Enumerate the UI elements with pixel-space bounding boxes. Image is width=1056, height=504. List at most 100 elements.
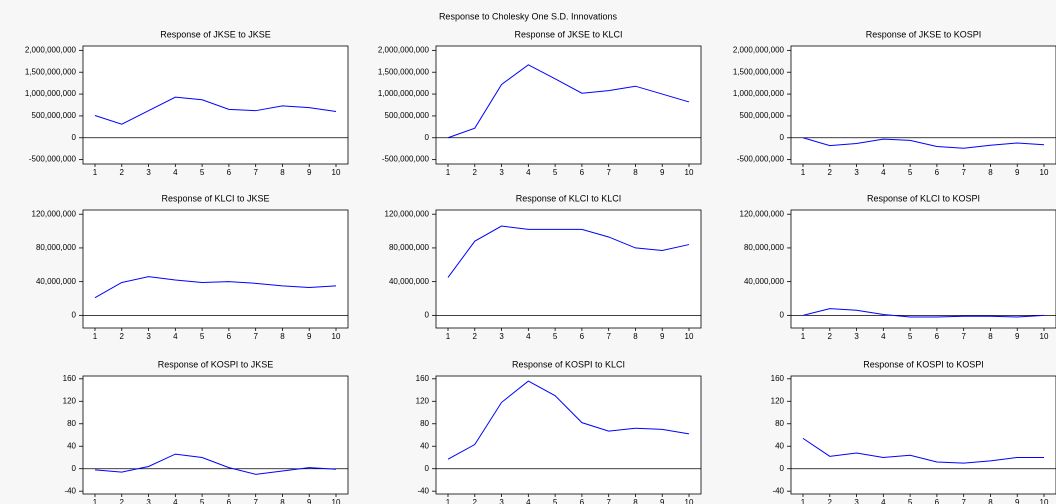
y-tick-label: -500,000,000 [29,155,77,164]
y-tick-label: 0 [425,464,430,473]
x-tick-label: 8 [633,498,638,504]
x-tick-label: 7 [606,498,611,504]
y-tick-label: 120,000,000 [385,209,430,218]
panel: Response of KLCI to KOSPI 0 40,000,000 80,0… [740,193,1056,341]
x-tick-label: 4 [881,332,886,341]
x-tick-label: 10 [1040,498,1049,504]
x-tick-label: 2 [473,168,478,177]
x-tick-label: 3 [854,332,859,341]
y-tick-label: 160 [416,374,430,383]
x-tick-label: 7 [961,332,966,341]
x-tick-label: 1 [801,168,806,177]
y-tick-label: 160 [63,374,77,383]
x-tick-label: 3 [854,168,859,177]
y-tick-label: 80 [420,419,429,428]
x-tick-label: 8 [988,332,993,341]
y-tick-label: 2,000,000,000 [25,45,77,54]
y-tick-label: -500,000,000 [737,155,785,164]
x-tick-label: 9 [1015,168,1020,177]
response-line [802,137,1045,149]
panel-title: Response of KOSPI to KOSPI [863,359,984,369]
plot-frame [435,375,702,495]
x-tick-label: 10 [332,498,341,504]
y-tick-label: 0 [425,310,430,319]
plot-frame [82,209,349,329]
y-tick-label: 40,000,000 [389,277,430,286]
y-tick-label: -40 [772,486,784,495]
panel-title: Response of KLCI to JKSE [161,193,269,203]
x-tick-label: 5 [553,332,558,341]
x-tick-label: 10 [685,168,694,177]
x-tick-label: 3 [146,168,151,177]
x-tick-label: 8 [633,168,638,177]
x-tick-label: 10 [685,498,694,504]
y-tick-label: 40,000,000 [36,277,77,286]
x-tick-label: 7 [961,168,966,177]
x-tick-label: 9 [307,168,312,177]
x-tick-label: 2 [120,498,125,504]
y-tick-label: -40 [417,486,429,495]
y-tick-label: 120,000,000 [740,209,785,218]
x-tick-label: 5 [908,498,913,504]
x-tick-label: 7 [253,168,258,177]
x-tick-label: 7 [606,168,611,177]
x-tick-label: 1 [446,498,451,504]
y-tick-label: 40,000,000 [744,277,785,286]
x-tick-label: 9 [660,168,665,177]
x-tick-label: 10 [1040,168,1049,177]
x-tick-label: 1 [93,332,98,341]
x-tick-label: 4 [526,332,531,341]
x-tick-label: 8 [633,332,638,341]
x-tick-label: 9 [660,332,665,341]
plot-frame [790,45,1056,165]
panel: Response of KOSPI to JKSE -40 0 40 80 120 160 1… [63,359,349,504]
x-tick-label: 1 [801,498,806,504]
x-tick-label: 4 [526,168,531,177]
x-tick-label: 2 [828,332,833,341]
x-tick-label: 2 [120,332,125,341]
x-tick-label: 6 [935,168,940,177]
response-line [447,225,690,278]
y-tick-label: 500,000,000 [32,111,77,120]
y-tick-label: 80 [67,419,76,428]
plot-frame [82,375,349,495]
y-tick-label: 120 [63,396,77,405]
response-line [447,380,690,460]
x-tick-label: 5 [908,168,913,177]
x-tick-label: 9 [660,498,665,504]
x-tick-label: 6 [227,168,232,177]
x-tick-label: 6 [227,332,232,341]
y-tick-label: 40 [420,441,429,450]
panel-title: Response of KLCI to KOSPI [867,193,980,203]
response-line [94,96,337,125]
x-tick-label: 8 [988,498,993,504]
panel-title: Response of KLCI to KLCI [516,193,622,203]
x-tick-label: 6 [935,498,940,504]
x-tick-label: 7 [253,332,258,341]
x-tick-label: 9 [1015,498,1020,504]
figure-title: Response to Cholesky One S.D. Innovation… [439,11,618,21]
y-tick-label: -40 [64,486,76,495]
panel: Response of KOSPI to KOSPI -40 0 40 80 120 160… [771,359,1056,504]
x-tick-label: 2 [828,168,833,177]
y-tick-label: -500,000,000 [382,155,430,164]
panel-title: Response of KOSPI to JKSE [158,359,274,369]
y-tick-label: 1,000,000,000 [25,89,77,98]
panel: Response of KOSPI to KLCI -40 0 40 80 120 160 1… [416,359,702,504]
response-line [802,308,1045,318]
x-tick-label: 3 [499,332,504,341]
x-tick-label: 10 [1040,332,1049,341]
y-tick-label: 0 [780,133,785,142]
panel-title: Response of JKSE to KOSPI [866,29,982,39]
x-tick-label: 5 [908,332,913,341]
y-tick-label: 500,000,000 [385,111,430,120]
x-tick-label: 5 [200,332,205,341]
x-tick-label: 6 [580,332,585,341]
x-tick-label: 2 [120,168,125,177]
y-tick-label: 0 [780,464,785,473]
panel-title: Response of KOSPI to KLCI [512,359,625,369]
x-tick-label: 1 [446,168,451,177]
x-tick-label: 3 [854,498,859,504]
y-tick-label: 1,000,000,000 [378,89,430,98]
y-tick-label: 120,000,000 [32,209,77,218]
